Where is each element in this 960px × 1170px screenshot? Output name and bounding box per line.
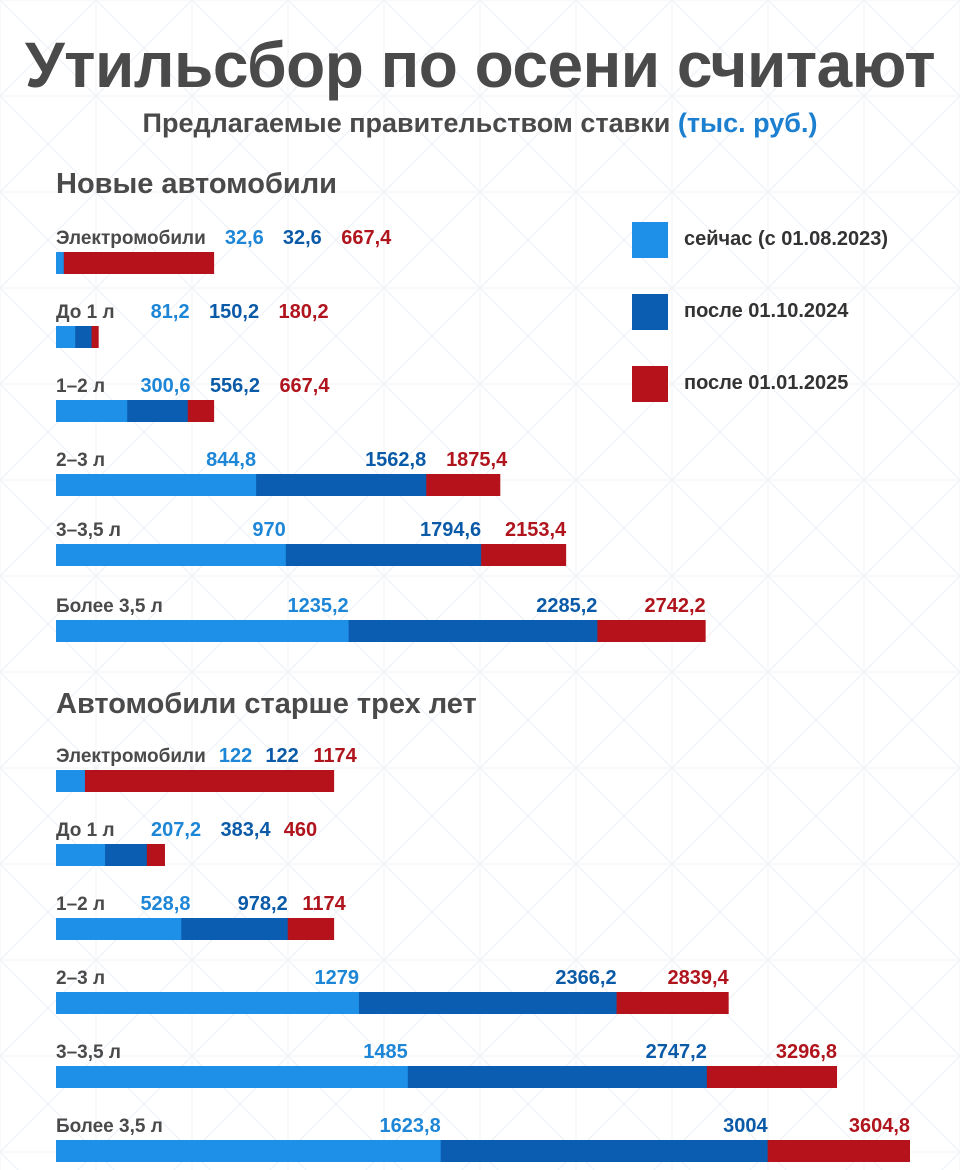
legend-swatch-oct2024 [632,294,668,330]
subtitle-unit: (тыс. руб.) [677,108,818,138]
value-label-now: 528,8 [140,893,190,915]
legend-label-jan2025: после 01.01.2025 [684,372,849,394]
value-label-now: 81,2 [151,301,190,323]
value-label-jan2025: 1174 [313,745,357,767]
value-label-oct2024: 2747,2 [646,1041,707,1063]
section-title-old-cars: Автомобили старше трех лет [56,688,477,720]
bar-now [56,918,182,940]
value-label-now: 970 [252,519,285,541]
value-label-now: 207,2 [151,819,201,841]
category-label: 3–3,5 л [56,520,121,541]
category-label: 2–3 л [56,450,105,471]
bar-now [56,400,128,422]
category-label: Более 3,5 л [56,1116,163,1137]
value-label-oct2024: 2285,2 [536,595,597,617]
legend-label-now: сейчас (с 01.08.2023) [684,228,889,250]
value-label-jan2025: 2839,4 [668,967,730,989]
category-label: 1–2 л [56,894,105,915]
value-label-now: 1485 [363,1041,408,1063]
bar-now [56,474,257,496]
value-label-now: 1235,2 [287,595,348,617]
category-label: Электромобили [56,228,206,249]
bar-jan2025 [56,252,215,274]
category-label: 1–2 л [56,376,105,397]
legend-item-now: сейчас (с 01.08.2023) [632,222,952,258]
legend-swatch-now [632,222,668,258]
value-label-oct2024: 122 [265,745,298,767]
value-label-jan2025: 667,4 [341,227,392,249]
value-label-jan2025: 1875,4 [446,449,508,471]
value-label-now: 1279 [315,967,360,989]
value-label-oct2024: 383,4 [221,819,272,841]
value-label-oct2024: 2366,2 [555,967,616,989]
bar-now [56,620,349,642]
bar-jan2025 [56,770,335,792]
bar-now [56,1140,441,1162]
value-label-jan2025: 667,4 [279,375,330,397]
value-label-now: 844,8 [206,449,256,471]
value-label-jan2025: 2742,2 [644,595,705,617]
value-label-jan2025: 1174 [302,893,346,915]
value-label-oct2024: 1562,8 [365,449,426,471]
bar-now [56,992,360,1014]
value-label-oct2024: 978,2 [238,893,288,915]
value-label-now: 300,6 [140,375,190,397]
category-label: До 1 л [56,302,115,323]
value-label-jan2025: 3296,8 [776,1041,837,1063]
subtitle-text: Предлагаемые правительством ставки [142,108,671,138]
legend-swatch-jan2025 [632,366,668,402]
page-title: Утильсбор по осени считают [24,29,936,101]
value-label-oct2024: 3004 [723,1115,768,1137]
bar-now [56,1066,408,1088]
bar-now [56,844,106,866]
page-subtitle: Предлагаемые правительством ставки (тыс.… [0,108,960,139]
category-label: 2–3 л [56,968,105,989]
section-title-new-cars: Новые автомобили [56,168,337,200]
category-label: Электромобили [56,746,206,767]
value-label-jan2025: 2153,4 [505,519,567,541]
value-label-jan2025: 460 [284,819,317,841]
legend-label-oct2024: после 01.10.2024 [684,300,849,322]
category-label: Более 3,5 л [56,596,163,617]
value-label-oct2024: 556,2 [210,375,260,397]
value-label-now: 1623,8 [380,1115,441,1137]
bar-now [56,252,64,274]
value-label-oct2024: 150,2 [209,301,259,323]
category-label: До 1 л [56,820,115,841]
value-label-jan2025: 180,2 [279,301,329,323]
value-label-oct2024: 1794,6 [420,519,481,541]
bar-now [56,544,286,566]
bar-now [56,326,76,348]
bar-now [56,770,85,792]
value-label-now: 122 [219,745,252,767]
value-label-oct2024: 32,6 [283,227,322,249]
legend-item-oct2024: после 01.10.2024 [632,294,952,330]
category-label: 3–3,5 л [56,1042,121,1063]
legend-item-jan2025: после 01.01.2025 [632,366,952,402]
value-label-now: 32,6 [225,227,264,249]
value-label-jan2025: 3604,8 [849,1115,910,1137]
